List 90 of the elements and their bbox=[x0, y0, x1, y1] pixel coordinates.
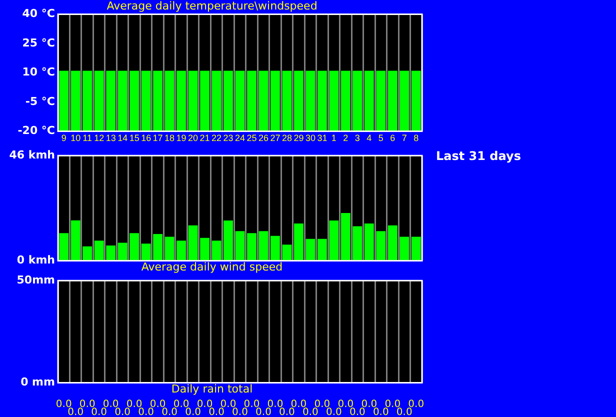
bar bbox=[70, 220, 80, 261]
bar bbox=[164, 236, 174, 261]
bar bbox=[118, 242, 128, 261]
bar bbox=[200, 238, 210, 261]
y-tick-label: 40 °C bbox=[22, 7, 55, 20]
y-tick-label: 0 mm bbox=[20, 376, 55, 389]
data-label: 0.0 bbox=[302, 407, 318, 417]
bar bbox=[340, 213, 350, 261]
data-label: 0.0 bbox=[208, 407, 224, 417]
y-tick-label: -20 °C bbox=[18, 124, 55, 138]
bar bbox=[176, 240, 186, 261]
x-tick-label: 11 bbox=[82, 133, 92, 144]
bar bbox=[329, 220, 339, 261]
data-label: 0.0 bbox=[256, 407, 272, 417]
y-tick-label: 10 °C bbox=[22, 66, 55, 79]
bar bbox=[294, 224, 304, 261]
x-tick-label: 30 bbox=[305, 133, 316, 144]
x-tick-label: 13 bbox=[106, 133, 116, 144]
bar bbox=[388, 225, 398, 261]
bar bbox=[59, 233, 69, 261]
data-label: 0.0 bbox=[396, 407, 412, 417]
text: Daily rain total bbox=[171, 382, 253, 396]
bar bbox=[364, 224, 374, 261]
bar bbox=[317, 238, 327, 261]
x-tick-label: 1 bbox=[331, 133, 336, 144]
bar bbox=[106, 245, 116, 261]
x-tick-label: 20 bbox=[188, 133, 198, 144]
bar bbox=[270, 236, 280, 261]
x-tick-label: 7 bbox=[402, 133, 407, 144]
x-tick-label: 19 bbox=[176, 133, 186, 144]
text: Last 31 days bbox=[436, 149, 521, 163]
x-tick-label: 6 bbox=[390, 133, 396, 144]
x-tick-label: 10 bbox=[70, 133, 81, 144]
data-label: 0.0 bbox=[91, 407, 108, 417]
bar bbox=[212, 240, 222, 261]
x-tick-label: 12 bbox=[94, 133, 104, 144]
x-tick-label: 8 bbox=[414, 133, 419, 144]
bar bbox=[141, 244, 151, 261]
data-label: 0.0 bbox=[114, 407, 131, 417]
bar bbox=[224, 220, 233, 261]
data-label: 0.0 bbox=[349, 407, 366, 417]
x-tick-label: 14 bbox=[118, 133, 128, 144]
data-label: 0.0 bbox=[232, 407, 248, 417]
x-tick-label: 29 bbox=[294, 133, 304, 144]
x-tick-label: 23 bbox=[223, 133, 234, 144]
x-tick-label: 16 bbox=[141, 133, 152, 144]
x-tick-label: 27 bbox=[270, 133, 280, 144]
y-tick-label: 46 kmh bbox=[9, 148, 55, 162]
bar bbox=[153, 234, 163, 261]
x-tick-label: 26 bbox=[258, 133, 268, 144]
data-label: 0.0 bbox=[138, 407, 154, 417]
bar bbox=[411, 236, 421, 261]
y-tick-label: 25 °C bbox=[22, 36, 55, 50]
data-label: 0.0 bbox=[372, 407, 389, 417]
x-tick-label: 21 bbox=[200, 133, 210, 144]
bar bbox=[258, 231, 268, 261]
data-label: 0.0 bbox=[279, 407, 295, 417]
data-label: 0.0 bbox=[68, 407, 84, 417]
y-tick-label: 0 kmh bbox=[16, 254, 55, 267]
x-tick-label: 28 bbox=[282, 133, 292, 144]
x-tick-label: 18 bbox=[164, 133, 175, 144]
x-tick-label: 31 bbox=[317, 133, 328, 144]
bar bbox=[282, 244, 292, 261]
x-tick-label: 4 bbox=[366, 133, 372, 144]
x-tick-label: 17 bbox=[152, 133, 163, 144]
x-tick-label: 3 bbox=[354, 133, 360, 144]
x-tick-label: 15 bbox=[129, 133, 140, 144]
x-tick-label: 2 bbox=[343, 133, 348, 144]
x-tick-label: 5 bbox=[378, 133, 384, 144]
bar bbox=[247, 233, 256, 261]
data-label: 0.0 bbox=[326, 407, 342, 417]
bar bbox=[130, 233, 140, 261]
bar bbox=[235, 231, 245, 261]
bar bbox=[400, 236, 410, 261]
bar bbox=[306, 238, 316, 261]
x-tick-label: 25 bbox=[246, 133, 257, 144]
x-tick-label: 22 bbox=[212, 133, 222, 144]
bar bbox=[188, 225, 198, 261]
bar bbox=[82, 246, 92, 261]
bar bbox=[94, 240, 104, 261]
bar bbox=[376, 231, 386, 261]
y-tick-label: 50mm bbox=[16, 273, 55, 286]
chart-title: Average daily temperature\windspeed bbox=[106, 0, 318, 12]
y-tick-label: -5 °C bbox=[25, 94, 55, 108]
x-tick-label: 9 bbox=[61, 133, 66, 144]
data-label: 0.0 bbox=[185, 407, 201, 417]
data-label: 0.0 bbox=[162, 407, 178, 417]
x-tick-label: 24 bbox=[234, 133, 246, 144]
text: Average daily wind speed bbox=[141, 260, 283, 274]
bar bbox=[352, 226, 362, 261]
